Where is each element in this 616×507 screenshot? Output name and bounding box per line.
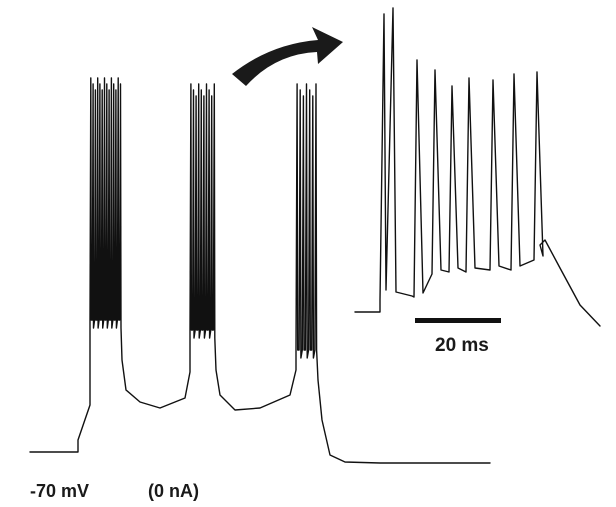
scale-bar bbox=[415, 318, 501, 323]
baseline-label: -70 mV bbox=[30, 481, 89, 501]
inset-membrane-trace bbox=[354, 7, 601, 327]
curved-arrow-icon bbox=[232, 27, 343, 86]
main-membrane-trace bbox=[29, 77, 491, 464]
holding-current-label: (0 nA) bbox=[148, 481, 199, 501]
scale-bar-label: 20 ms bbox=[435, 335, 489, 356]
main-trace-panel bbox=[29, 77, 491, 464]
inset-trace-panel bbox=[354, 7, 601, 327]
